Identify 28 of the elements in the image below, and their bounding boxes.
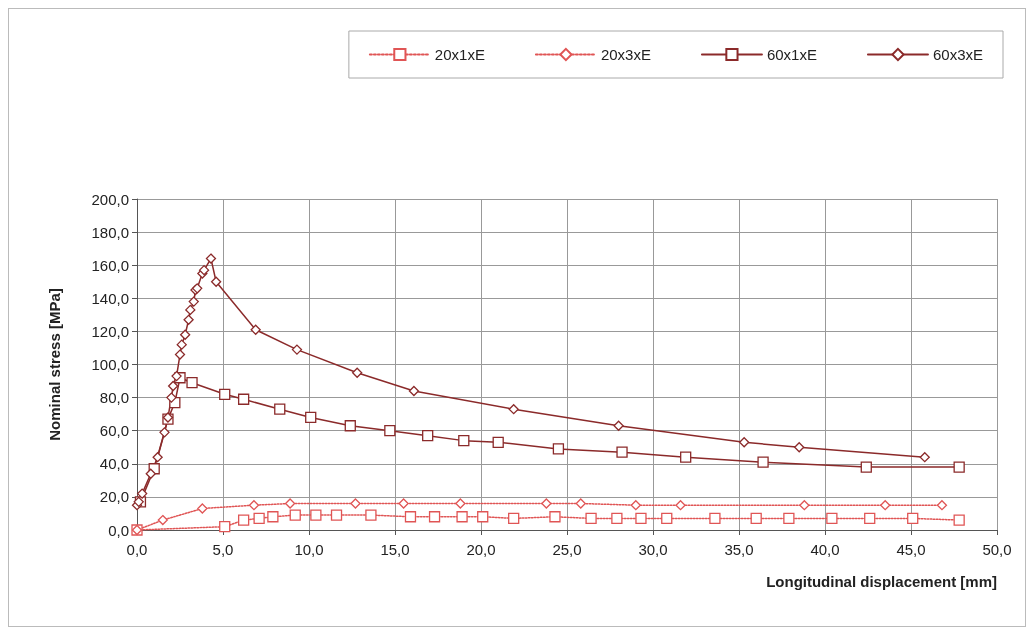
x-tick-label: 50,0 bbox=[982, 541, 1012, 558]
y-tick-label: 120,0 bbox=[91, 322, 129, 340]
legend-label: 60x3xE bbox=[932, 46, 984, 63]
y-axis-title: Nominal stress [MPa] bbox=[46, 288, 63, 441]
y-tick-label: 180,0 bbox=[91, 223, 129, 241]
x-tick-label: 35,0 bbox=[724, 541, 754, 558]
legend-label: 20x1xE bbox=[434, 46, 485, 63]
legend-label: 20x3xE bbox=[600, 46, 651, 63]
x-tick-label: 20,0 bbox=[466, 541, 496, 558]
y-tick-label: 160,0 bbox=[91, 256, 129, 274]
x-tick-label: 15,0 bbox=[380, 541, 410, 558]
y-tick-label: 0,0 bbox=[108, 521, 129, 539]
y-tick-label: 140,0 bbox=[91, 289, 129, 307]
x-tick-label: 40,0 bbox=[810, 541, 840, 558]
y-tick-label: 80,0 bbox=[99, 389, 129, 407]
y-tick-label: 20,0 bbox=[99, 488, 129, 506]
y-tick-label: 60,0 bbox=[99, 422, 129, 440]
x-tick-label: 45,0 bbox=[896, 541, 926, 558]
y-tick-label: 200,0 bbox=[91, 190, 129, 208]
legend-label: 60x1xE bbox=[766, 46, 817, 63]
x-axis-title: Longitudinal displacement [mm] bbox=[766, 573, 997, 590]
y-tick-label: 100,0 bbox=[91, 356, 129, 373]
x-tick-label: 0,0 bbox=[126, 541, 148, 558]
x-tick-label: 10,0 bbox=[294, 541, 324, 558]
y-tick-label: 40,0 bbox=[99, 455, 129, 473]
x-tick-label: 25,0 bbox=[552, 541, 582, 558]
x-tick-label: 30,0 bbox=[638, 541, 668, 558]
x-tick-label: 5,0 bbox=[212, 541, 234, 558]
